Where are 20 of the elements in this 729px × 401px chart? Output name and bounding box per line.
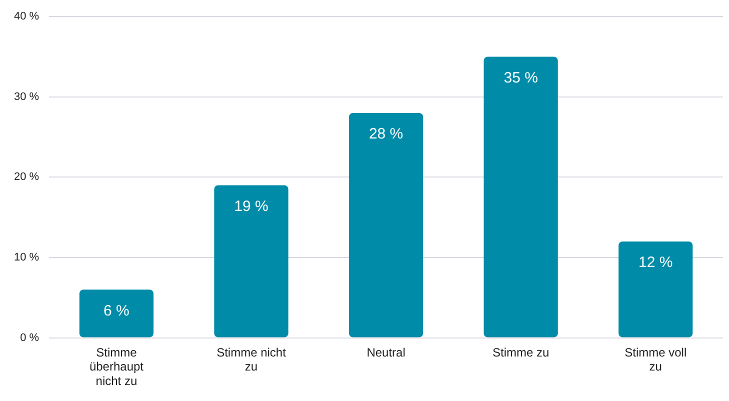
- y-tick-label: 10 %: [14, 252, 40, 264]
- data-label: 12 %: [638, 254, 673, 272]
- y-tick-label: 20 %: [14, 171, 40, 184]
- x-tick-label: Neutral: [366, 345, 406, 360]
- bar: [618, 241, 693, 338]
- data-label: 19 %: [234, 198, 268, 215]
- x-tick-label: Stimme voll zu: [624, 345, 687, 374]
- data-label: 35 %: [504, 69, 538, 86]
- bar: [484, 56, 558, 338]
- y-tick-label: 40 %: [14, 10, 40, 23]
- x-tick-label: Stimme nicht zu: [216, 345, 287, 374]
- bar: [348, 112, 424, 338]
- data-label: 28 %: [368, 126, 404, 143]
- x-tick-label: Stimme zu: [492, 345, 550, 360]
- bar: [214, 185, 288, 338]
- y-tick-label: 0 %: [20, 332, 40, 344]
- x-tick-label: Stimme überhaupt nicht zu: [89, 345, 144, 388]
- bar: [79, 290, 154, 338]
- data-label: 6 %: [104, 302, 130, 320]
- y-tick-label: 30 %: [14, 90, 40, 103]
